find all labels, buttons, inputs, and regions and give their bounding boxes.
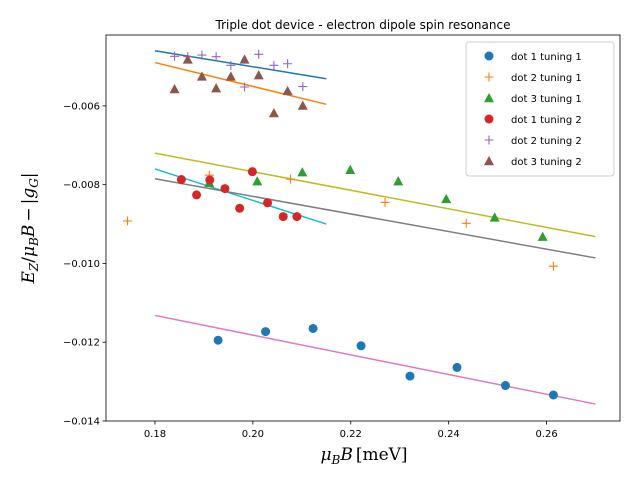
dot-1-tuning-1-series (213, 323, 558, 400)
x-tick-label: 0.24 (438, 429, 460, 440)
dot-1-tuning-2-point (205, 175, 215, 185)
dot-3-tuning-2-series (169, 54, 308, 118)
dot-3-tuning-1-point (441, 193, 452, 204)
legend-marker-dot-3-tuning-1 (484, 93, 494, 103)
dot-2-tuning-2-point (298, 82, 308, 92)
legend-label: dot 2 tuning 1 (511, 73, 582, 84)
dot-2-tuning-2-point (197, 50, 207, 60)
legend-box (465, 41, 615, 177)
dot-2-tuning-1-point (380, 197, 390, 207)
x-axis-ticks: 0.18 0.20 0.22 0.24 0.26 (144, 421, 558, 440)
dot-1-tuning-1-point (452, 362, 462, 372)
dot-1-tuning-1-point (356, 341, 366, 351)
legend-marker-dot-1-tuning-2 (484, 114, 494, 124)
dot-1-tuning-1-point (405, 371, 415, 381)
dot-2-tuning-1-point (461, 218, 471, 228)
legend-marker-dot-1-tuning-1 (484, 51, 494, 61)
dot-1-tuning-2-point (235, 203, 245, 213)
legend-item-dot-3-tuning-2: dot 3 tuning 2 (484, 156, 582, 168)
dot-3-tuning-1-series (204, 164, 548, 241)
dot-3-tuning-2-fit-line (154, 178, 596, 259)
legend-marker-dot-3-tuning-2 (484, 156, 494, 166)
dot-3-tuning-1-fit-line (154, 152, 596, 238)
legend-item-dot-2-tuning-1: dot 2 tuning 1 (484, 72, 582, 84)
dot-1-tuning-2-series (176, 167, 302, 222)
dot-1-tuning-1-point (548, 390, 558, 400)
dot-3-tuning-1-point (393, 176, 404, 186)
y-axis-label: EZ/μBB−|gG| (19, 172, 41, 284)
dot-2-tuning-1-point (123, 216, 133, 226)
plot-frame (105, 34, 621, 422)
dot-3-tuning-2-point (282, 85, 293, 96)
legend-item-dot-1-tuning-2: dot 1 tuning 2 (484, 114, 582, 126)
legend-label: dot 3 tuning 1 (511, 94, 582, 105)
dot-2-tuning-1-point (548, 261, 558, 271)
dot-3-tuning-1-point (489, 212, 500, 222)
dot-3-tuning-2-point (211, 83, 222, 93)
x-tick-label: 0.26 (535, 429, 557, 440)
dot-2-tuning-2-point (269, 60, 279, 70)
legend-label: dot 1 tuning 2 (511, 115, 582, 126)
dot-2-tuning-2-point (211, 52, 221, 62)
x-tick-label: 0.18 (144, 429, 166, 440)
dot-1-tuning-2-point (278, 212, 288, 222)
dot-1-tuning-2-point (176, 175, 186, 185)
dot-3-tuning-1-point (297, 167, 308, 177)
dot-3-tuning-2-point (239, 54, 250, 64)
dot-1-tuning-1-point (500, 381, 510, 391)
dot-3-tuning-2-point (182, 54, 193, 64)
dot-2-tuning-2-point (226, 60, 236, 70)
dot-2-tuning-1-fit-line (154, 61, 327, 106)
data-points (123, 49, 558, 400)
x-axis-label: μBB [meV] (320, 445, 407, 467)
x-tick-label: 0.20 (242, 429, 264, 440)
dot-1-tuning-1-fit-line (154, 314, 596, 405)
dot-1-tuning-2-point (263, 198, 273, 208)
dot-1-tuning-1-point (308, 323, 318, 333)
legend-item-dot-2-tuning-2: dot 2 tuning 2 (484, 135, 582, 147)
y-tick-label: −0.006 (63, 101, 100, 112)
dot-3-tuning-2-point (253, 70, 264, 80)
x-tick-label: 0.22 (340, 429, 362, 440)
legend-label: dot 2 tuning 2 (511, 136, 582, 147)
legend-marker-dot-2-tuning-1 (484, 72, 494, 82)
dot-3-tuning-2-point (169, 83, 180, 94)
dot-3-tuning-2-point (297, 100, 308, 110)
chart-title: Triple dot device - electron dipole spin… (215, 18, 511, 32)
dot-1-tuning-1-point (261, 327, 271, 337)
legend-label: dot 1 tuning 1 (511, 52, 582, 63)
legend-marker-dot-2-tuning-2 (484, 135, 494, 145)
dot-1-tuning-2-point (247, 167, 257, 177)
dot-1-tuning-1-point (213, 335, 223, 345)
dot-3-tuning-1-point (537, 231, 548, 241)
dot-1-tuning-2-point (192, 190, 202, 200)
legend-item-dot-1-tuning-1: dot 1 tuning 1 (484, 51, 582, 63)
y-tick-label: −0.008 (63, 180, 100, 191)
y-tick-label: −0.014 (63, 417, 100, 428)
dot-2-tuning-2-point (170, 51, 180, 61)
dot-2-tuning-1-point (286, 174, 296, 184)
legend-label: dot 3 tuning 2 (511, 157, 582, 168)
dot-1-tuning-2-point (220, 184, 230, 194)
dot-2-tuning-2-point (254, 49, 264, 59)
legend: dot 1 tuning 1 dot 2 tuning 1 dot 3 tuning… (465, 41, 615, 177)
dot-3-tuning-1-point (345, 164, 356, 174)
dot-3-tuning-2-point (225, 71, 236, 81)
dot-3-tuning-2-point (196, 71, 207, 81)
y-axis-ticks: −0.014 −0.012 −0.010 −0.008 −0.006 (63, 101, 106, 428)
dot-2-tuning-2-point (283, 59, 293, 69)
dot-3-tuning-2-point (268, 107, 279, 118)
y-tick-label: −0.012 (63, 338, 100, 349)
dot-1-tuning-2-point (292, 212, 302, 222)
legend-item-dot-3-tuning-1: dot 3 tuning 1 (484, 93, 582, 105)
dot-2-tuning-2-fit-line (154, 50, 327, 80)
dot-3-tuning-1-point (252, 176, 263, 186)
y-tick-label: −0.010 (63, 259, 100, 270)
dot-2-tuning-2-point (240, 82, 250, 92)
